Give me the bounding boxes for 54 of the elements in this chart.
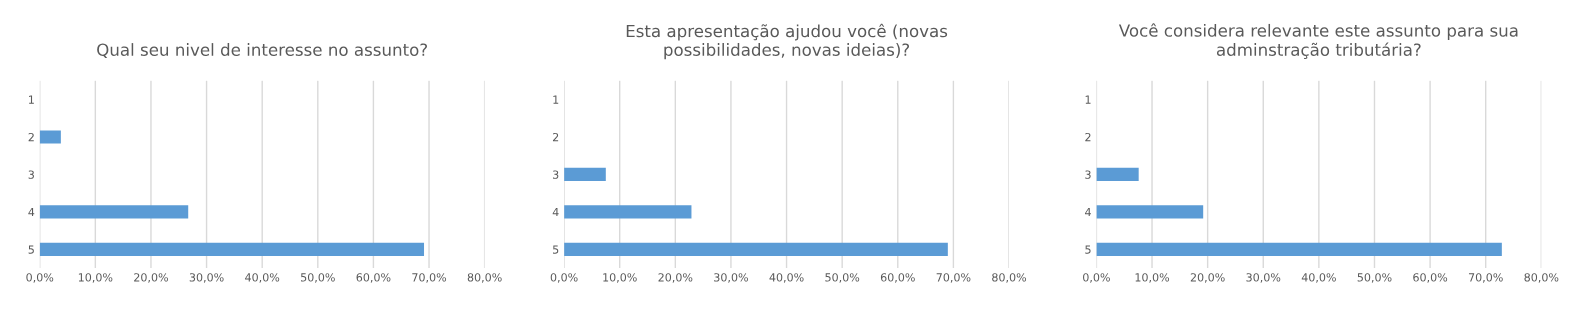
x-tick-label: 60,0% <box>356 273 391 283</box>
y-tick-label: 4 <box>1085 208 1091 217</box>
bar <box>564 242 948 256</box>
x-tick-label: 60,0% <box>880 273 915 283</box>
y-tick-label: 5 <box>1085 245 1091 254</box>
y-tick-label: 3 <box>1085 170 1091 179</box>
x-tick-label: 20,0% <box>1190 273 1225 283</box>
x-tick-label: 0,0% <box>550 273 578 283</box>
chart-title: Você considera relevante este assunto para sua adminstração tributária? <box>1118 23 1518 59</box>
bar <box>1096 242 1502 256</box>
y-tick-label: 4 <box>28 208 35 217</box>
x-tick-label: 50,0% <box>825 273 860 283</box>
x-tick-label: 0,0% <box>26 273 54 283</box>
y-tick-label: 2 <box>552 132 559 142</box>
y-tick-label: 5 <box>553 245 559 254</box>
x-tick-label: 40,0% <box>769 273 804 283</box>
x-tick-label: 30,0% <box>714 273 748 283</box>
bar <box>564 167 606 181</box>
x-tick-label: 80,0% <box>467 273 502 283</box>
y-tick-label: 4 <box>552 208 559 217</box>
bar <box>39 242 425 256</box>
x-tick-label: 70,0% <box>936 273 971 283</box>
x-tick-label: 40,0% <box>245 273 280 283</box>
y-tick-label: 3 <box>553 170 559 179</box>
y-tick-label: 2 <box>1085 132 1091 142</box>
x-tick-label: 0,0% <box>1083 273 1110 283</box>
x-tick-label: 70,0% <box>412 273 447 283</box>
x-tick-label: 40,0% <box>1301 273 1336 283</box>
y-tick-label: 1 <box>553 95 559 104</box>
x-tick-label: 30,0% <box>1246 273 1281 283</box>
x-tick-label: 80,0% <box>992 273 1027 283</box>
x-tick-label: 50,0% <box>1357 273 1392 283</box>
y-tick-label: 2 <box>28 132 34 142</box>
bar <box>1096 167 1139 181</box>
chart-title: Qual seu nivel de interesse no assunto? <box>97 43 428 58</box>
y-tick-label: 3 <box>28 170 34 179</box>
y-tick-label: 1 <box>29 95 34 104</box>
y-tick-label: 1 <box>1085 95 1091 104</box>
x-tick-label: 50,0% <box>301 273 335 283</box>
y-tick-label: 5 <box>28 245 34 254</box>
x-tick-label: 10,0% <box>603 273 637 283</box>
bar <box>39 130 61 144</box>
x-tick-label: 20,0% <box>658 273 693 283</box>
bar <box>564 205 692 219</box>
x-tick-label: 10,0% <box>78 273 113 283</box>
x-tick-label: 10,0% <box>1135 273 1170 283</box>
x-tick-label: 70,0% <box>1468 273 1503 283</box>
x-tick-label: 80,0% <box>1524 273 1559 283</box>
chart-title: Esta apresentação ajudou você (novas possibilidades, novas ideias)? <box>626 23 948 60</box>
bar <box>1096 205 1204 219</box>
x-tick-label: 60,0% <box>1413 273 1448 283</box>
bar <box>39 205 189 219</box>
x-tick-label: 30,0% <box>189 273 224 283</box>
x-tick-label: 20,0% <box>134 273 168 283</box>
